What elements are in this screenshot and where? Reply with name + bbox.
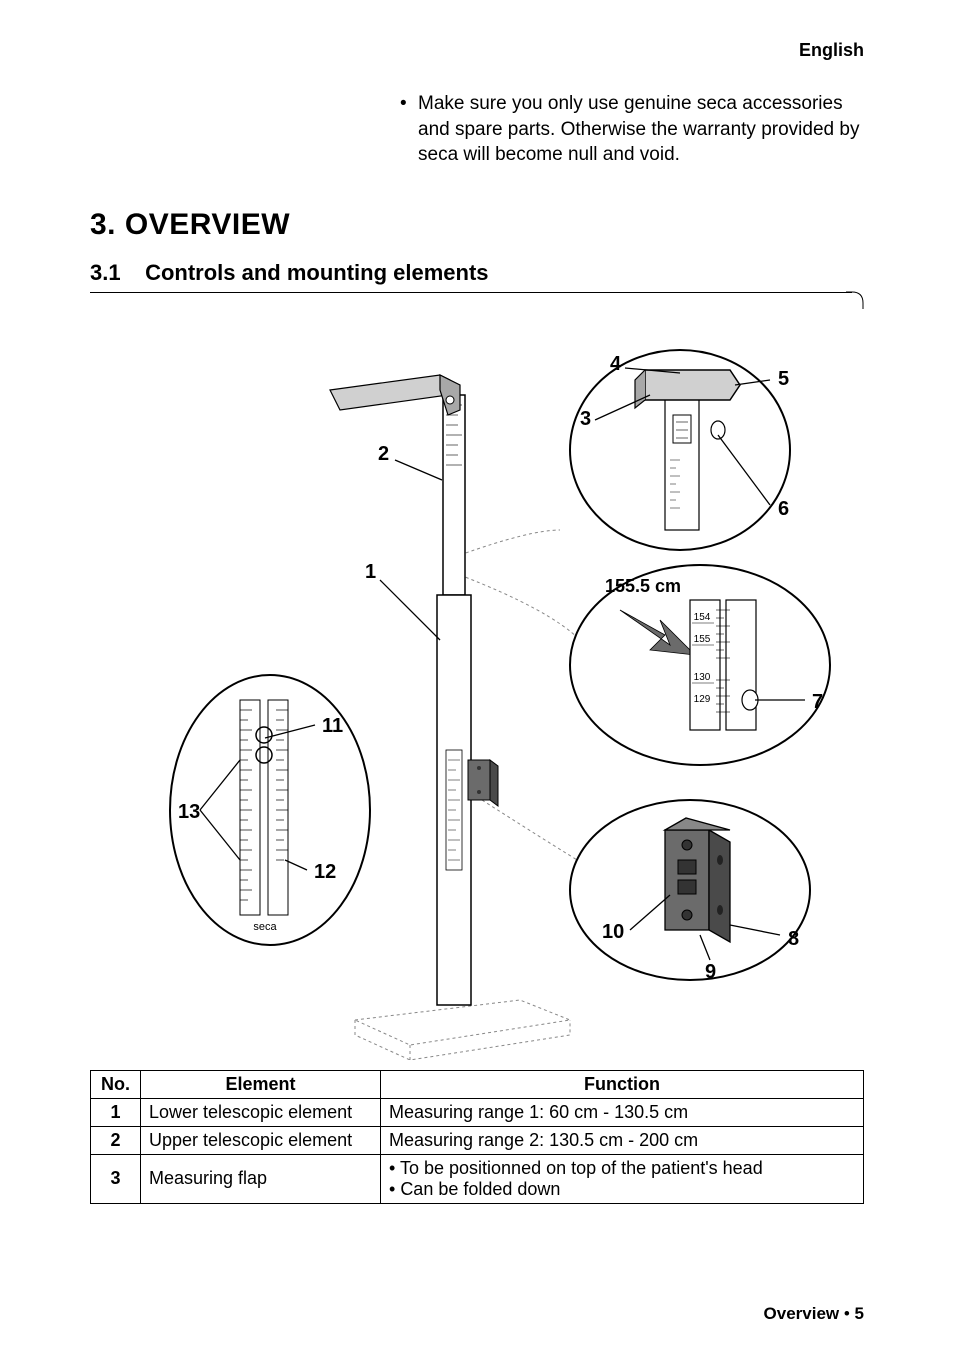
language-label: English — [90, 40, 864, 61]
mounting-block — [468, 760, 498, 806]
subsection-rule — [90, 292, 864, 312]
col-element: Element — [141, 1070, 381, 1098]
footer-section: Overview — [764, 1304, 840, 1323]
callout-9: 9 — [705, 961, 716, 983]
cell-element: Upper telescopic element — [141, 1126, 381, 1154]
top-right-detail-bubble — [570, 350, 790, 550]
main-column — [437, 395, 471, 1005]
footer-page: 5 — [855, 1304, 864, 1323]
section-title: OVERVIEW — [125, 208, 290, 241]
svg-text:129: 129 — [694, 694, 711, 705]
page: English • Make sure you only use genuine… — [0, 0, 954, 1354]
base-platform — [355, 1000, 570, 1060]
cell-function: Measuring range 2: 130.5 cm - 200 cm — [381, 1126, 864, 1154]
cell-function: To be positionned on top of the patient'… — [381, 1154, 864, 1203]
overview-diagram: seca — [90, 320, 864, 1060]
col-no: No. — [91, 1070, 141, 1098]
col-function: Function — [381, 1070, 864, 1098]
cell-no: 3 — [91, 1154, 141, 1203]
table-row: 3Measuring flapTo be positionned on top … — [91, 1154, 864, 1203]
cell-element: Measuring flap — [141, 1154, 381, 1203]
callout-10: 10 — [602, 921, 624, 943]
table-row: 1Lower telescopic elementMeasuring range… — [91, 1098, 864, 1126]
svg-text:154: 154 — [694, 612, 711, 623]
section-number: 3. — [90, 208, 116, 241]
subsection-heading: 3.1 Controls and mounting elements — [90, 260, 864, 286]
warranty-note-text: Make sure you only use genuine seca acce… — [418, 91, 864, 168]
svg-text:155: 155 — [694, 634, 711, 645]
cell-element: Lower telescopic element — [141, 1098, 381, 1126]
callout-4: 4 — [610, 353, 622, 375]
callout-5: 5 — [778, 368, 789, 390]
callout-3: 3 — [580, 408, 591, 430]
mid-right-detail-bubble: 155.5 cm 154 155 — [570, 565, 830, 765]
callout-13: 13 — [178, 801, 200, 823]
svg-text:130: 130 — [694, 672, 711, 683]
callout-11: 11 — [322, 715, 343, 737]
bottom-right-detail-bubble — [570, 800, 810, 980]
measurement-label: 155.5 cm — [605, 576, 681, 596]
callout-1: 1 — [365, 561, 376, 583]
subsection-number: 3.1 — [90, 260, 121, 285]
page-footer: Overview • 5 — [764, 1304, 864, 1324]
callout-7: 7 — [812, 691, 823, 713]
callout-8: 8 — [788, 928, 799, 950]
cell-function: Measuring range 1: 60 cm - 130.5 cm — [381, 1098, 864, 1126]
table-row: 2Upper telescopic elementMeasuring range… — [91, 1126, 864, 1154]
cell-no: 2 — [91, 1126, 141, 1154]
elements-table: No. Element Function 1Lower telescopic e… — [90, 1070, 864, 1204]
cell-no: 1 — [91, 1098, 141, 1126]
elements-table-body: 1Lower telescopic elementMeasuring range… — [91, 1098, 864, 1203]
callout-12: 12 — [314, 861, 336, 883]
brand-label: seca — [253, 921, 277, 933]
section-heading: 3. OVERVIEW — [90, 208, 864, 242]
callout-2: 2 — [378, 443, 389, 465]
callout-6: 6 — [778, 498, 789, 520]
measuring-flap — [330, 375, 460, 415]
warranty-note: • Make sure you only use genuine seca ac… — [400, 91, 864, 168]
subsection-title: Controls and mounting elements — [145, 260, 488, 285]
